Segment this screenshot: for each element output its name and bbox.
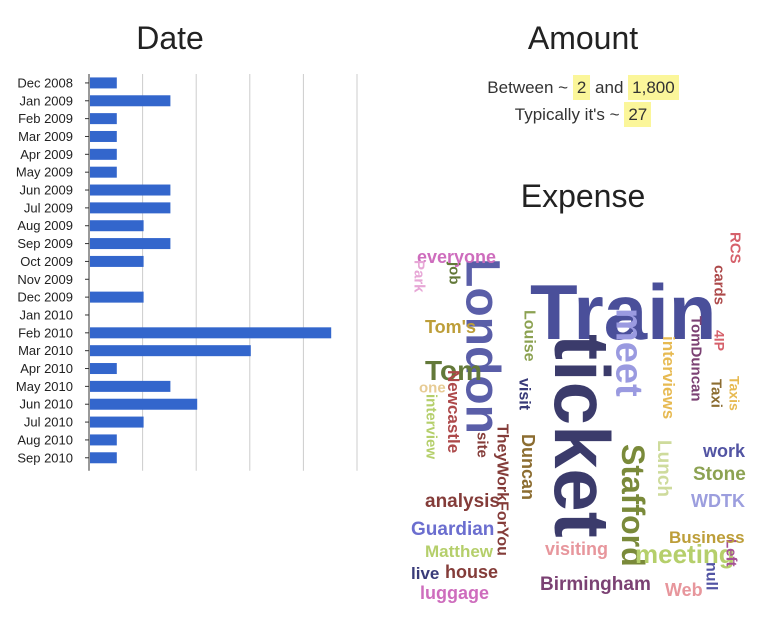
amount-range: Between ~ 2 and 1,800 (440, 75, 726, 100)
bar (90, 113, 117, 125)
y-tick-label: Jul 2010 (24, 415, 73, 430)
y-tick-label: May 2010 (16, 379, 73, 394)
bar (90, 380, 171, 392)
cloud-word: TheyWorkForYou (494, 424, 511, 556)
y-tick-label: Oct 2009 (20, 254, 73, 269)
cloud-word: Park (411, 260, 428, 293)
y-tick-label: Jun 2010 (20, 397, 74, 412)
cloud-word: ticket (538, 334, 626, 538)
date-panel-title: Date (136, 20, 204, 56)
bar (90, 77, 117, 89)
bar (90, 202, 171, 214)
y-tick-label: Jun 2009 (20, 183, 74, 198)
cloud-word: visit (516, 378, 533, 411)
cloud-word: Lunch (653, 440, 674, 497)
y-tick-label: Mar 2009 (18, 129, 73, 144)
cloud-word: Web (665, 580, 703, 600)
bar (90, 291, 144, 303)
cloud-word: null (703, 562, 720, 590)
bar (90, 184, 171, 196)
cloud-word: TomDuncan (688, 316, 705, 402)
bar (90, 345, 251, 357)
cloud-word: house (445, 562, 498, 582)
y-tick-label: Dec 2009 (17, 290, 73, 305)
cloud-word: Train (530, 268, 716, 356)
cloud-word: one (419, 379, 446, 396)
cloud-word: WDTK (691, 491, 745, 511)
bar (90, 416, 144, 428)
cloud-word: meeting (635, 539, 735, 569)
cloud-word: everyone (417, 247, 496, 267)
y-tick-label: Aug 2010 (17, 432, 73, 447)
y-tick-label: Dec 2008 (17, 75, 73, 90)
expense-panel-title: Expense (520, 178, 646, 214)
bar (90, 148, 117, 160)
cloud-word: interview (423, 394, 440, 459)
amount-and-text: and (595, 78, 624, 97)
bar (90, 363, 117, 375)
cloud-word: Matthew (425, 542, 494, 561)
amount-min-value: 2 (572, 75, 591, 100)
y-tick-label: Jan 2009 (20, 93, 74, 108)
bar (90, 434, 117, 446)
y-tick-label: Apr 2010 (20, 361, 73, 376)
cloud-word: Left (723, 539, 740, 567)
cloud-word: RCS (727, 232, 744, 264)
cloud-word: visiting (545, 539, 608, 559)
y-tick-label: Mar 2010 (18, 343, 73, 358)
cloud-word: cards (711, 265, 728, 305)
cloud-word: London (455, 258, 508, 434)
cloud-word: luggage (420, 583, 489, 603)
cloud-word: Tom's (425, 317, 476, 337)
y-tick-label: Apr 2009 (20, 147, 73, 162)
y-tick-label: Sep 2009 (17, 236, 73, 251)
cloud-word: Birmingham (540, 574, 651, 595)
y-tick-label: Nov 2009 (17, 272, 73, 287)
cloud-word: job (446, 261, 463, 285)
amount-typical: Typically it's ~ 27 (440, 102, 726, 127)
bar (90, 166, 117, 178)
cloud-word: Taxi (708, 379, 725, 408)
y-tick-label: Aug 2009 (17, 218, 73, 233)
amount-typical-value: 27 (624, 102, 652, 127)
amount-panel-title: Amount (527, 20, 639, 56)
y-tick-label: Sep 2010 (17, 450, 73, 465)
bar (90, 95, 171, 107)
amount-between-prefix: Between ~ (487, 78, 569, 97)
y-tick-label: Feb 2010 (18, 325, 73, 340)
cloud-word: live (411, 564, 439, 583)
cloud-word: Stafford (615, 444, 651, 567)
y-tick-label: Jan 2010 (20, 307, 74, 322)
cloud-word: Taxis (727, 376, 743, 411)
cloud-word: meet (608, 308, 650, 397)
cloud-word: Guardian (411, 519, 494, 540)
bar (90, 130, 117, 142)
cloud-word: 4IP (712, 330, 728, 351)
y-tick-label: Jul 2009 (24, 200, 73, 215)
cloud-word: work (702, 441, 746, 461)
bar (90, 398, 198, 410)
date-bar-chart: Dec 2008 Jan 2009 Feb 2009 Mar 2009 Apr 2009… (16, 74, 358, 471)
gridlines (88, 74, 358, 471)
cloud-word: analysis (425, 491, 500, 512)
bar (90, 238, 171, 250)
cloud-word: Business (669, 528, 745, 547)
y-tick-label: May 2009 (16, 165, 73, 180)
amount-typical-prefix: Typically it's ~ (514, 105, 620, 124)
cloud-word: Newcastle (444, 370, 463, 453)
bar (90, 220, 144, 232)
cloud-word: Louise (521, 310, 538, 362)
cloud-word: Tom (425, 355, 482, 386)
bar (90, 255, 144, 267)
bar (90, 452, 117, 464)
cloud-word: Duncan (518, 434, 538, 500)
amount-max-value: 1,800 (628, 75, 679, 100)
cloud-word: Stone (693, 464, 746, 485)
bar (90, 327, 332, 339)
y-tick-label: Feb 2009 (18, 111, 73, 126)
cloud-word: interviews (659, 336, 678, 419)
cloud-word: site (474, 432, 491, 458)
